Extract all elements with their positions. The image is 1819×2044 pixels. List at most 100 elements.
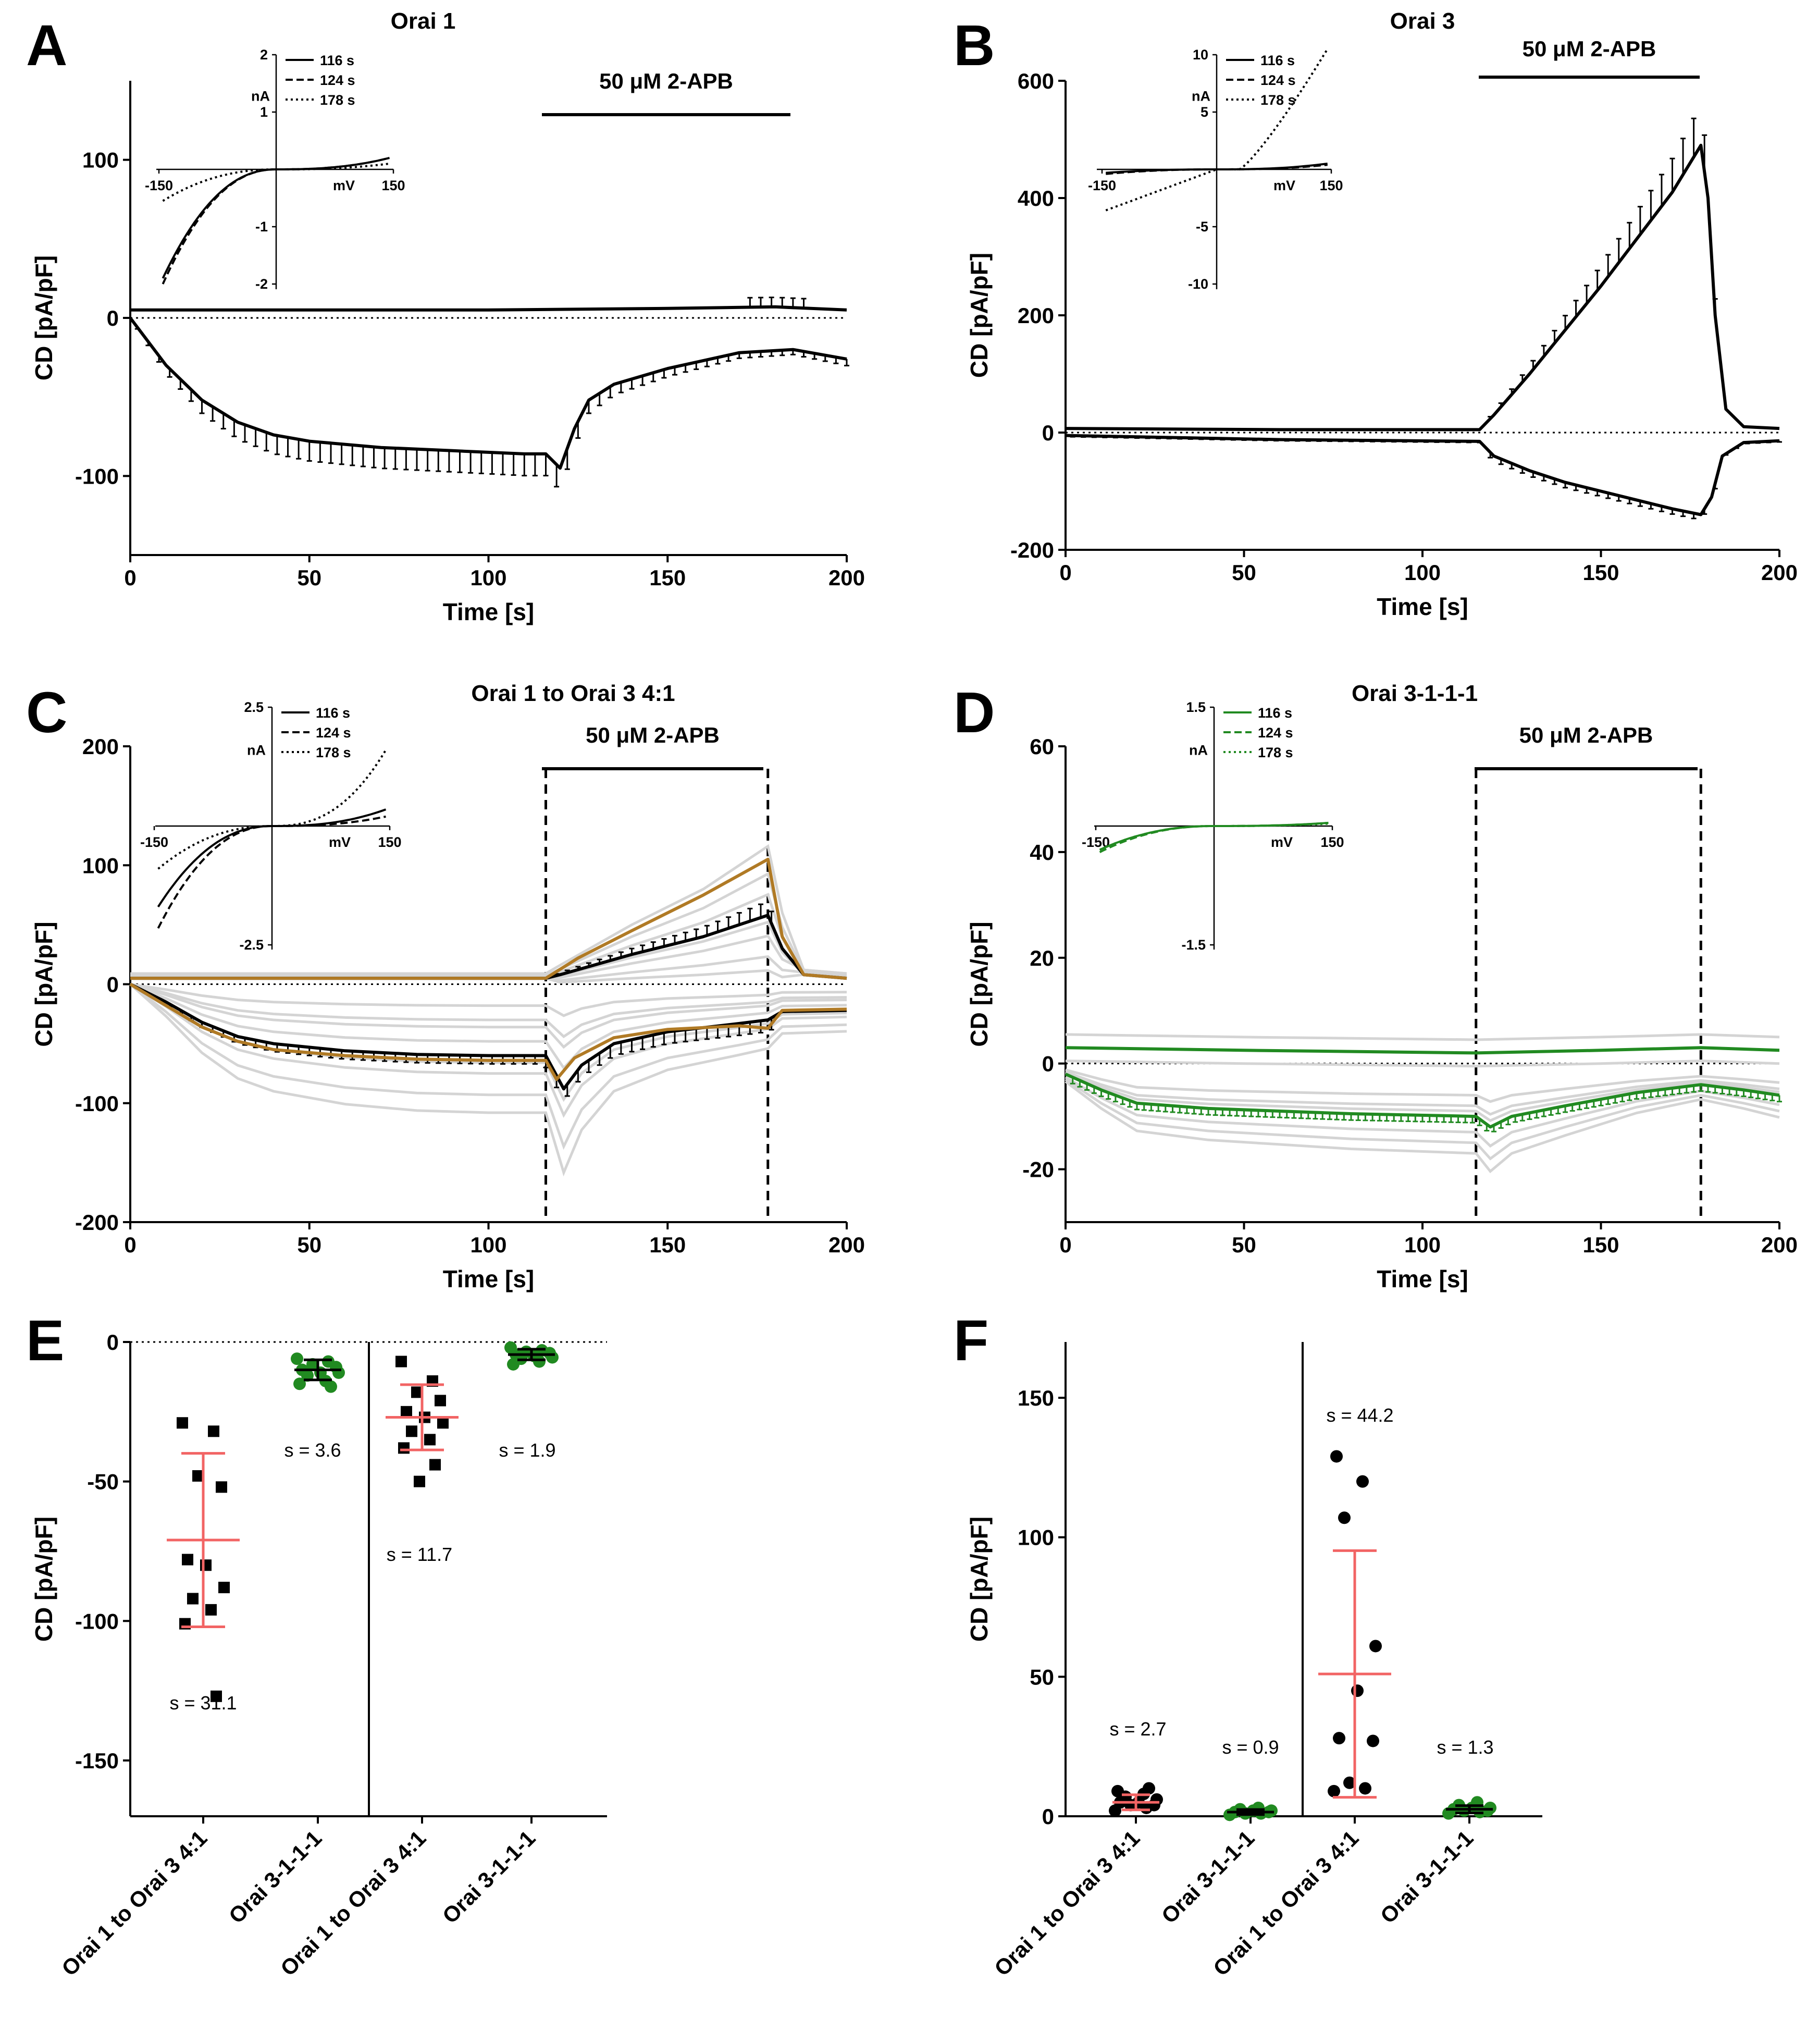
individual-trace [1065, 1070, 1780, 1116]
y-tick-label: 400 [1018, 186, 1054, 211]
x-tick-label: 150 [1582, 1233, 1619, 1257]
y-tick-label: 0 [107, 1330, 119, 1355]
inset-x-tick-label: 150 [1320, 834, 1344, 850]
panel-C: C Orai 1 to Orai 3 4:1 0 50 100 150 200 -200 -10… [26, 681, 865, 1292]
y-tick-label: 60 [1030, 734, 1054, 759]
individual-trace [130, 893, 847, 980]
x-tick-label: 200 [828, 1233, 865, 1257]
x-axis-label: Time [s] [1377, 1265, 1468, 1292]
x-tick-label: 100 [470, 565, 506, 590]
y-tick-label: 200 [1018, 303, 1054, 328]
iv-inset: -10 -5 5 10 -150 150 nA mV 116 s 124 s 178 s [1088, 47, 1343, 292]
data-point [200, 1559, 212, 1571]
x-tick-label: 50 [1232, 560, 1256, 585]
data-point [398, 1442, 410, 1454]
panel-letter: D [954, 681, 995, 745]
inset-y-tick-label: 2 [260, 47, 268, 63]
panel-letter: A [26, 14, 67, 78]
data-point [216, 1481, 227, 1493]
individual-trace [130, 983, 847, 1070]
iv-curve [162, 157, 390, 285]
x-tick-label: 150 [1582, 560, 1619, 585]
category-label: Orai 3-1-1-1 [438, 1826, 540, 1928]
panel-letter: E [26, 1309, 64, 1373]
sd-annotation: s = 1.3 [1437, 1737, 1493, 1758]
panel-A: A Orai 1 0 50 100 150 200 -100 0 100 Time [s] CD [p… [26, 8, 865, 625]
inset-x-label: mV [329, 834, 351, 850]
panel-letter: B [954, 14, 995, 78]
data-point [533, 1355, 546, 1368]
individual-trace [1065, 1033, 1780, 1041]
data-point [306, 1358, 319, 1371]
treatment-label: 50 μM 2-APB [599, 69, 733, 93]
inset-x-tick-label: 150 [1319, 178, 1343, 193]
treatment-label: 50 μM 2-APB [1523, 36, 1656, 61]
sd-annotation: s = 1.9 [499, 1439, 555, 1461]
y-tick-label: -200 [75, 1210, 119, 1235]
data-point [332, 1366, 345, 1379]
individual-trace [130, 983, 847, 1017]
category-label: Orai 1 to Orai 3 4:1 [57, 1826, 212, 1980]
sd-annotation: s = 3.6 [284, 1439, 341, 1461]
inset-y-tick-label: -2 [255, 276, 268, 292]
data-point [177, 1417, 188, 1429]
data-point [1356, 1475, 1369, 1488]
y-tick-label: -150 [75, 1749, 119, 1773]
series-line [1065, 1073, 1780, 1129]
individual-trace [1065, 1076, 1780, 1148]
y-tick-label: 200 [82, 734, 119, 759]
inset-y-label: nA [251, 89, 270, 104]
inset-y-tick-label: 5 [1201, 104, 1208, 120]
data-point [401, 1406, 412, 1418]
inset-x-tick-label: -150 [145, 178, 173, 193]
x-tick-label: 0 [124, 1233, 136, 1257]
y-tick-label: -200 [1010, 538, 1054, 562]
series-line [130, 857, 847, 980]
x-tick-label: 200 [1761, 560, 1798, 585]
inset-y-tick-label: -1.5 [1181, 937, 1206, 953]
inset-y-tick-label: 1 [260, 104, 268, 120]
data-point [1150, 1793, 1163, 1806]
y-tick-label: 0 [1042, 1052, 1054, 1076]
data-point [1330, 1450, 1343, 1463]
y-tick-label: 150 [1018, 1386, 1054, 1410]
x-tick-label: 100 [1404, 1233, 1441, 1257]
data-point [1338, 1511, 1351, 1524]
data-point [1265, 1804, 1278, 1817]
individual-trace [129, 983, 847, 1150]
individual-trace [1065, 1068, 1780, 1103]
series-line [129, 982, 847, 1081]
iv-curve [157, 815, 386, 929]
data-point [437, 1417, 449, 1429]
panel-E: E -150 -100 -50 0 CD [pA/pF] Orai 1 to Orai 3 … [26, 1309, 607, 1980]
iv-curve [1099, 822, 1329, 851]
category-label: Orai 3-1-1-1 [1376, 1826, 1478, 1928]
x-tick-label: 100 [470, 1233, 506, 1257]
inset-y-tick-label: -5 [1196, 219, 1208, 235]
panel-letter: C [26, 681, 67, 745]
data-point [218, 1582, 230, 1594]
sd-annotation: s = 0.9 [1222, 1737, 1279, 1758]
series-line [130, 305, 847, 312]
inset-legend-label: 178 s [1260, 92, 1296, 108]
individual-trace [129, 983, 847, 1118]
inset-y-tick-label: 1.5 [1186, 699, 1206, 715]
inset-legend-label: 178 s [320, 92, 355, 108]
y-axis-label: CD [pA/pF] [30, 1517, 57, 1642]
y-tick-label: -100 [75, 1091, 119, 1116]
inset-legend-label: 116 s [1260, 53, 1295, 68]
panel-letter: F [954, 1309, 988, 1373]
data-point [1333, 1732, 1345, 1745]
sd-annotation: s = 44.2 [1326, 1405, 1393, 1426]
panel-F: F 0 50 100 150 CD [pA/pF] Orai 1 to Orai 3 4:1… [954, 1309, 1542, 1980]
data-point [1359, 1782, 1371, 1795]
data-point [395, 1356, 407, 1368]
sd-annotation: s = 2.7 [1109, 1718, 1166, 1740]
series-line [129, 317, 847, 470]
individual-trace [130, 983, 847, 1049]
y-tick-label: 0 [1042, 1804, 1054, 1829]
iv-inset: -2 -1 1 2 -150 150 nA mV 116 s 124 s 178 s [145, 47, 405, 292]
data-point [1367, 1734, 1379, 1747]
